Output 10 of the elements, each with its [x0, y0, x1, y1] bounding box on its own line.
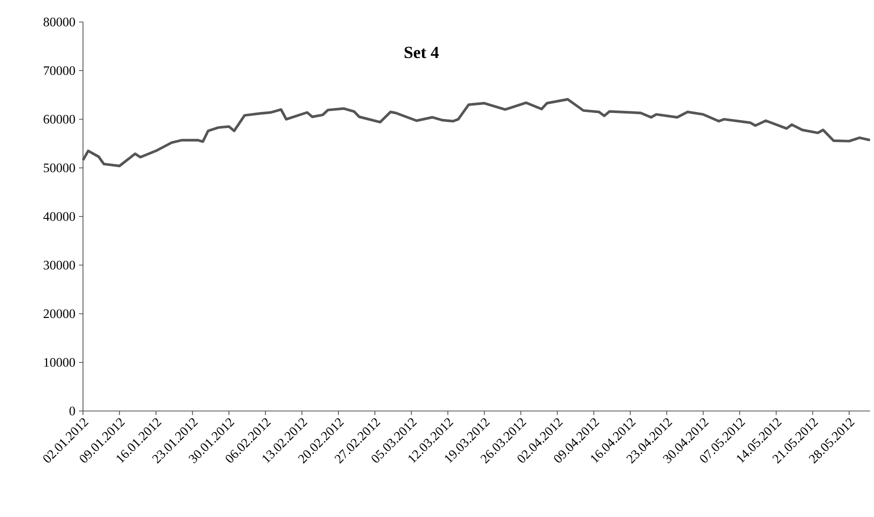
y-tick-label: 10000: [44, 358, 75, 367]
y-tick-label: 70000: [44, 66, 75, 75]
text: Set 4: [404, 46, 439, 58]
y-tick-label: 60000: [44, 114, 75, 124]
y-tick-label: 20000: [44, 309, 75, 318]
y-tick-label: 40000: [43, 212, 75, 221]
y-tick-label: 30000: [44, 260, 75, 270]
y-tick-label: 0: [70, 406, 75, 416]
y-tick-label: 50000: [44, 164, 75, 172]
y-tick-label: 80000: [44, 18, 75, 26]
